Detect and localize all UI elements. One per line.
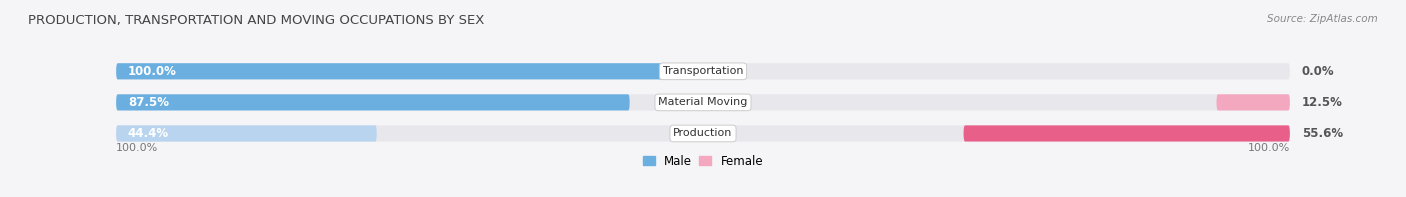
Text: Source: ZipAtlas.com: Source: ZipAtlas.com bbox=[1267, 14, 1378, 24]
FancyBboxPatch shape bbox=[963, 125, 1289, 141]
Text: Production: Production bbox=[673, 128, 733, 138]
FancyBboxPatch shape bbox=[117, 63, 1289, 79]
FancyBboxPatch shape bbox=[117, 125, 1289, 141]
Text: PRODUCTION, TRANSPORTATION AND MOVING OCCUPATIONS BY SEX: PRODUCTION, TRANSPORTATION AND MOVING OC… bbox=[28, 14, 485, 27]
FancyBboxPatch shape bbox=[117, 125, 377, 141]
Legend: Male, Female: Male, Female bbox=[643, 155, 763, 168]
Text: 100.0%: 100.0% bbox=[128, 65, 177, 78]
FancyBboxPatch shape bbox=[117, 94, 630, 111]
FancyBboxPatch shape bbox=[1216, 94, 1289, 111]
FancyBboxPatch shape bbox=[117, 63, 703, 79]
Text: Material Moving: Material Moving bbox=[658, 97, 748, 107]
Text: 87.5%: 87.5% bbox=[128, 96, 169, 109]
Text: 44.4%: 44.4% bbox=[128, 127, 169, 140]
Text: 100.0%: 100.0% bbox=[117, 143, 159, 153]
Text: Transportation: Transportation bbox=[662, 66, 744, 76]
FancyBboxPatch shape bbox=[117, 94, 1289, 111]
Text: 12.5%: 12.5% bbox=[1302, 96, 1343, 109]
Text: 0.0%: 0.0% bbox=[1302, 65, 1334, 78]
Text: 55.6%: 55.6% bbox=[1302, 127, 1343, 140]
Text: 100.0%: 100.0% bbox=[1247, 143, 1289, 153]
